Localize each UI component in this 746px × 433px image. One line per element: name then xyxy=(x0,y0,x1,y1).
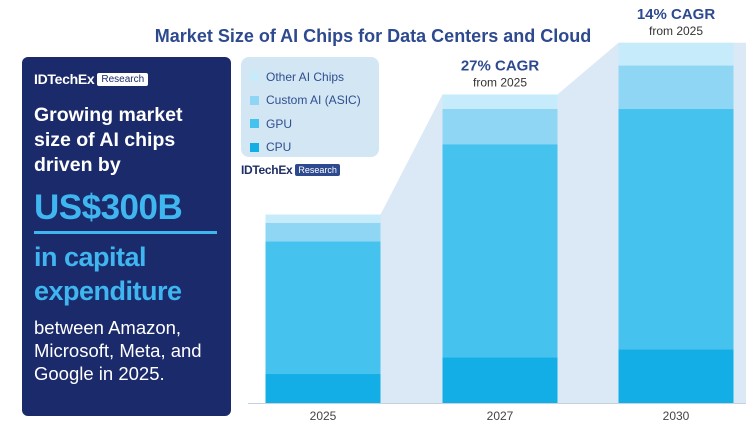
panel-divider xyxy=(34,231,217,234)
bar-2030-gpu xyxy=(618,109,734,350)
legend-item-cpu: CPU xyxy=(250,136,379,160)
legend-label-gpu: GPU xyxy=(266,116,293,131)
cagr-sub-2030: from 2025 xyxy=(649,24,703,38)
x-tick-label-2025: 2025 xyxy=(310,409,337,423)
bar-2025-other-ai-chips xyxy=(265,214,381,223)
legend-swatch-gpu xyxy=(250,119,259,129)
bar-2030-cpu xyxy=(618,349,734,403)
bar-2025-custom-ai-asic xyxy=(265,222,381,242)
chart-logo-tag: Research xyxy=(295,164,340,176)
info-panel: IDTechEx Research Growing market size of… xyxy=(22,57,231,416)
bar-2030-other-ai-chips xyxy=(618,42,734,66)
bar-2027-custom-ai-asic xyxy=(442,109,558,145)
legend-swatch-cpu xyxy=(250,142,259,152)
panel-subhighlight: in capital expenditure xyxy=(34,242,182,306)
chart-brand-logo: IDTechEx Research xyxy=(241,163,340,177)
bar-2027-gpu xyxy=(442,144,558,358)
cagr-sub-2027: from 2025 xyxy=(473,76,527,90)
logo-brand: IDTechEx xyxy=(34,71,95,87)
brand-logo: IDTechEx Research xyxy=(34,69,221,89)
panel-body: between Amazon, Microsoft, Meta, and Goo… xyxy=(34,317,202,384)
bar-2027-cpu xyxy=(442,357,558,403)
bar-2030-custom-ai-asic xyxy=(618,65,734,110)
legend-label-cpu: CPU xyxy=(266,140,292,155)
legend-item-gpu: GPU xyxy=(250,112,379,136)
bar-2025-gpu xyxy=(265,241,381,375)
legend-label-other: Other AI Chips xyxy=(266,69,345,84)
panel-headline: Growing market size of AI chips driven b… xyxy=(34,104,183,176)
chart-legend: Other AI Chips Custom AI (ASIC) GPU CPU xyxy=(241,57,379,157)
logo-tag: Research xyxy=(97,72,149,86)
legend-swatch-asic xyxy=(250,95,259,105)
legend-label-asic: Custom AI (ASIC) xyxy=(266,93,361,108)
cagr-headline-2027: 27% CAGR xyxy=(461,58,540,75)
x-tick-label-2027: 2027 xyxy=(487,409,514,423)
cagr-headline-2030: 14% CAGR xyxy=(637,6,716,23)
bar-2027-other-ai-chips xyxy=(442,94,558,110)
legend-item-other: Other AI Chips xyxy=(250,65,379,89)
x-tick-label-2030: 2030 xyxy=(663,409,690,423)
bar-2025-cpu xyxy=(265,374,381,403)
legend-item-asic: Custom AI (ASIC) xyxy=(250,89,379,113)
panel-highlight: US$300B xyxy=(34,188,183,227)
chart-logo-brand: IDTechEx xyxy=(241,163,293,177)
legend-swatch-other xyxy=(250,72,259,82)
chart-title: Market Size of AI Chips for Data Centers… xyxy=(154,26,592,46)
